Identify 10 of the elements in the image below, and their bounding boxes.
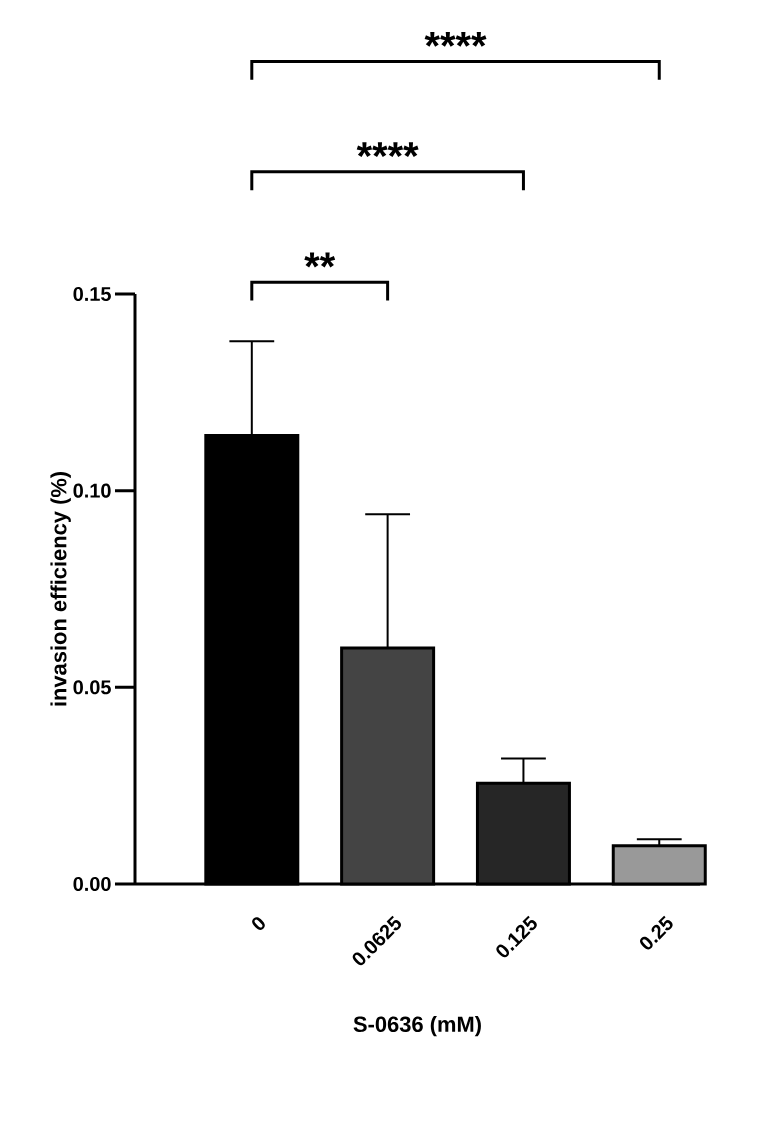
text: **** bbox=[424, 31, 487, 47]
x-axis-title: S-0636 (mM) bbox=[353, 1015, 481, 1037]
text: **** bbox=[356, 142, 419, 158]
y-axis-title: invasion efficiency (%) bbox=[50, 471, 71, 706]
text: ** bbox=[304, 252, 336, 268]
y-tick-label: 0.00 bbox=[73, 876, 111, 892]
y-tick-label: 0.10 bbox=[73, 483, 111, 498]
y-tick-label: 0.15 bbox=[73, 286, 111, 302]
y-tick-label: 0.05 bbox=[73, 680, 111, 695]
x-tick-label: 0 bbox=[252, 917, 265, 930]
